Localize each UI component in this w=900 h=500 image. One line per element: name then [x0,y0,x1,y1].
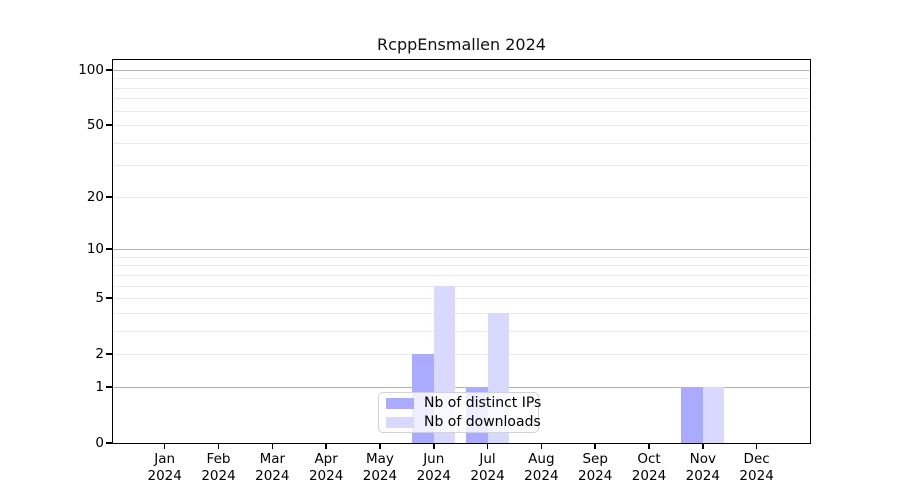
y-tick-mark-100 [106,69,113,71]
y-tick-mark-20 [106,196,113,198]
y-tick-mark-2 [106,353,113,355]
y-tick-label-2: 2 [95,346,104,363]
x-tick-label-jan: Jan 2024 [147,451,182,484]
x-tick-mark-jun [433,443,435,449]
x-tick-mark-jul [486,443,489,449]
y-tick-mark-1 [106,386,113,388]
legend: Nb of distinct IPs Nb of downloads [378,392,541,433]
gridline-9 [113,256,810,258]
chart-title: RcppEnsmallen 2024 [377,35,546,54]
legend-item-distinct-ips: Nb of distinct IPs [386,395,541,411]
x-tick-mark-apr [325,443,327,449]
gridline-8 [113,265,810,267]
y-tick-label-0: 0 [95,435,104,451]
gridline-60 [113,110,810,112]
plot-frame [111,58,811,444]
x-tick-label-aug: Aug 2024 [524,451,559,484]
gridline-20 [113,196,810,198]
gridline-100 [113,69,810,71]
x-tick-mark-sep [594,443,596,449]
x-tick-label-feb: Feb 2024 [201,451,236,484]
legend-item-downloads: Nb of downloads [386,414,541,430]
x-tick-label-mar: Mar 2024 [255,451,290,484]
gridline-2 [113,354,810,356]
legend-label-distinct-ips: Nb of distinct IPs [424,395,542,411]
downloads-swatch [386,416,414,428]
gridline-4 [113,312,810,314]
plot-area: Nb of distinct IPs Nb of downloads [111,58,811,444]
gridline-3 [113,330,810,332]
x-tick-label-jun: Jun 2024 [416,451,451,484]
gridline-6 [113,285,810,287]
x-tick-mark-aug [540,443,543,449]
gridline-40 [113,142,810,144]
x-tick-mark-feb [217,443,220,449]
y-tick-mark-50 [106,124,113,126]
x-tick-mark-may [379,443,381,449]
gridline-30 [113,165,810,167]
x-tick-mark-dec [755,443,758,449]
gridline-5 [113,298,810,300]
gridline-1 [113,386,810,388]
x-tick-mark-jan [163,443,166,449]
y-tick-label-1: 1 [95,378,104,395]
y-tick-label-5: 5 [95,290,104,307]
x-tick-label-oct: Oct 2024 [631,451,667,484]
legend-label-downloads: Nb of downloads [424,414,541,430]
x-tick-mark-mar [271,443,274,449]
x-tick-label-jul: Jul 2024 [470,451,505,484]
gridline-90 [113,78,810,80]
y-tick-mark-5 [106,297,113,299]
gridline-50 [113,125,810,126]
x-tick-label-apr: Apr 2024 [308,451,344,484]
x-tick-label-nov: Nov 2024 [685,451,720,484]
x-tick-label-may: May 2024 [362,451,398,484]
y-tick-label-50: 50 [86,117,104,134]
x-tick-mark-oct [648,443,650,449]
y-tick-label-10: 10 [86,241,104,258]
y-tick-mark-0 [106,442,113,444]
y-tick-label-20: 20 [86,188,104,205]
x-tick-label-sep: Sep 2024 [577,451,613,484]
gridline-7 [113,274,810,276]
gridline-80 [113,87,810,89]
bar-nov-downloads [702,386,725,443]
y-tick-label-100: 100 [78,61,104,78]
x-tick-mark-nov [702,443,704,449]
distinct-ips-swatch [386,397,414,409]
gridline-70 [113,98,810,100]
gridline-10 [113,249,810,251]
bar-nov-distinct-ips [681,386,703,443]
y-tick-mark-10 [106,248,113,250]
x-tick-label-dec: Dec 2024 [739,451,774,484]
